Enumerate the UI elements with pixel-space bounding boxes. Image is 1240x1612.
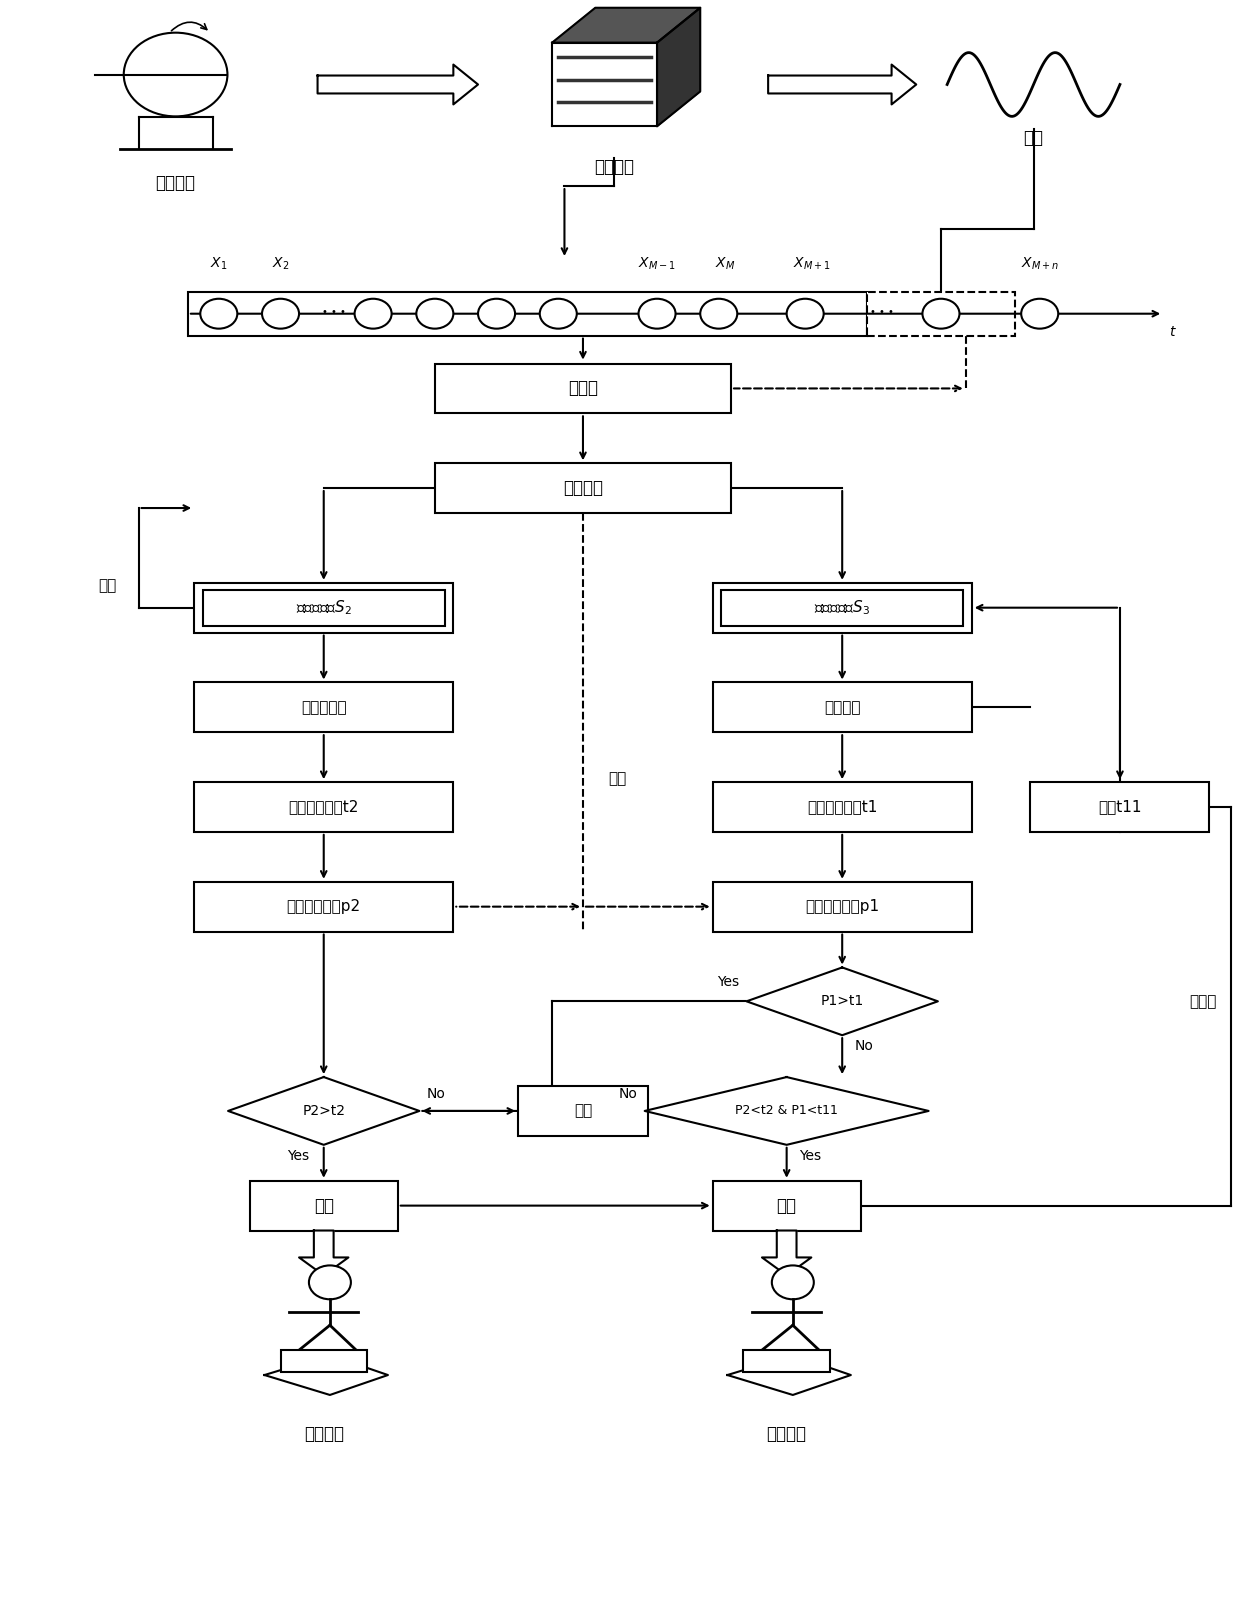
Circle shape bbox=[539, 298, 577, 329]
Bar bbox=[867, 292, 1016, 335]
Text: 位移监测指标p2: 位移监测指标p2 bbox=[286, 899, 361, 914]
FancyBboxPatch shape bbox=[518, 1086, 647, 1136]
Text: • • •: • • • bbox=[321, 306, 346, 316]
Text: 提取特征: 提取特征 bbox=[563, 479, 603, 496]
FancyBboxPatch shape bbox=[435, 463, 732, 513]
Text: 多倍四分距: 多倍四分距 bbox=[301, 700, 346, 714]
Text: $X_{M+n}$: $X_{M+n}$ bbox=[1021, 255, 1059, 272]
FancyBboxPatch shape bbox=[713, 682, 972, 732]
Text: 异常: 异常 bbox=[314, 1196, 334, 1214]
Circle shape bbox=[355, 298, 392, 329]
Circle shape bbox=[201, 298, 237, 329]
Bar bbox=[744, 1351, 830, 1372]
Text: $X_{M-1}$: $X_{M-1}$ bbox=[639, 255, 676, 272]
Text: 消噪t11: 消噪t11 bbox=[1099, 800, 1142, 814]
Text: 信号: 信号 bbox=[1023, 129, 1044, 147]
Polygon shape bbox=[317, 64, 479, 105]
Text: 正常: 正常 bbox=[574, 1104, 591, 1119]
Text: P1>t1: P1>t1 bbox=[821, 995, 864, 1009]
Polygon shape bbox=[761, 1230, 811, 1275]
Circle shape bbox=[309, 1265, 351, 1299]
FancyBboxPatch shape bbox=[195, 584, 454, 632]
Text: P2>t2: P2>t2 bbox=[303, 1104, 345, 1119]
Text: 采集设备: 采集设备 bbox=[594, 158, 634, 176]
FancyBboxPatch shape bbox=[195, 682, 454, 732]
Circle shape bbox=[479, 298, 515, 329]
FancyBboxPatch shape bbox=[195, 782, 454, 832]
Polygon shape bbox=[746, 967, 937, 1035]
Text: 停机辅助: 停机辅助 bbox=[766, 1425, 807, 1443]
Circle shape bbox=[262, 298, 299, 329]
FancyBboxPatch shape bbox=[713, 1180, 861, 1230]
Text: 异常: 异常 bbox=[776, 1196, 796, 1214]
Circle shape bbox=[771, 1265, 813, 1299]
Text: $X_M$: $X_M$ bbox=[714, 255, 735, 272]
Polygon shape bbox=[228, 1077, 419, 1145]
Text: $X_2$: $X_2$ bbox=[272, 255, 289, 272]
Text: P2<t2 & P1<t11: P2<t2 & P1<t11 bbox=[735, 1104, 838, 1117]
Polygon shape bbox=[645, 1077, 929, 1145]
Text: Yes: Yes bbox=[717, 975, 739, 990]
FancyBboxPatch shape bbox=[203, 590, 445, 625]
Text: 停机辅助: 停机辅助 bbox=[304, 1425, 343, 1443]
FancyBboxPatch shape bbox=[722, 590, 963, 625]
Text: 不更新: 不更新 bbox=[1189, 995, 1216, 1009]
Text: 预处理: 预处理 bbox=[568, 379, 598, 398]
Polygon shape bbox=[768, 64, 916, 105]
Polygon shape bbox=[728, 1356, 851, 1394]
Text: 分布估计: 分布估计 bbox=[823, 700, 861, 714]
Text: • • •: • • • bbox=[869, 306, 894, 316]
Text: Yes: Yes bbox=[286, 1149, 309, 1162]
Text: No: No bbox=[619, 1086, 637, 1101]
Text: No: No bbox=[854, 1040, 873, 1053]
Text: 位移数据集$S_2$: 位移数据集$S_2$ bbox=[296, 598, 352, 617]
Text: 一级模型阈值t1: 一级模型阈值t1 bbox=[807, 800, 878, 814]
Polygon shape bbox=[299, 1230, 348, 1275]
Text: $t$: $t$ bbox=[1169, 324, 1177, 339]
FancyBboxPatch shape bbox=[713, 882, 972, 932]
Text: 更新: 更新 bbox=[608, 772, 626, 787]
Text: No: No bbox=[427, 1086, 445, 1101]
Text: $X_1$: $X_1$ bbox=[210, 255, 227, 272]
Circle shape bbox=[786, 298, 823, 329]
Circle shape bbox=[417, 298, 454, 329]
Text: 更新: 更新 bbox=[99, 579, 117, 593]
Text: 特征数据集$S_3$: 特征数据集$S_3$ bbox=[815, 598, 870, 617]
Text: $X_{M+1}$: $X_{M+1}$ bbox=[792, 255, 830, 272]
Circle shape bbox=[639, 298, 676, 329]
FancyBboxPatch shape bbox=[713, 584, 972, 632]
Polygon shape bbox=[657, 8, 701, 126]
Bar bbox=[188, 292, 867, 335]
Circle shape bbox=[701, 298, 738, 329]
Circle shape bbox=[124, 32, 227, 116]
Bar bbox=[280, 1351, 367, 1372]
FancyBboxPatch shape bbox=[713, 782, 972, 832]
Polygon shape bbox=[552, 42, 657, 126]
FancyBboxPatch shape bbox=[195, 882, 454, 932]
FancyBboxPatch shape bbox=[435, 364, 732, 413]
Circle shape bbox=[1022, 298, 1058, 329]
FancyBboxPatch shape bbox=[1030, 782, 1209, 832]
Text: Yes: Yes bbox=[799, 1149, 821, 1162]
FancyBboxPatch shape bbox=[249, 1180, 398, 1230]
Polygon shape bbox=[264, 1356, 388, 1394]
Text: 发动机泵: 发动机泵 bbox=[155, 174, 196, 192]
Text: 特征监测指标p1: 特征监测指标p1 bbox=[805, 899, 879, 914]
Circle shape bbox=[923, 298, 960, 329]
Polygon shape bbox=[552, 8, 701, 42]
Text: 二级模型阈值t2: 二级模型阈值t2 bbox=[289, 800, 358, 814]
